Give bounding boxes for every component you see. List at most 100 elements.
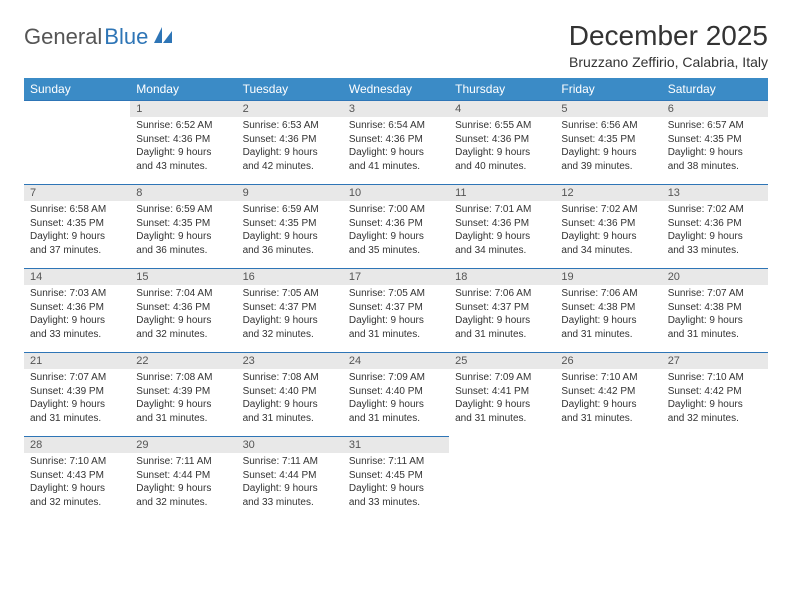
day-details: Sunrise: 7:02 AMSunset: 4:36 PMDaylight:… (662, 201, 768, 261)
weekday-header: Tuesday (237, 78, 343, 100)
sunset-line: Sunset: 4:35 PM (668, 134, 742, 145)
day-details: Sunrise: 7:00 AMSunset: 4:36 PMDaylight:… (343, 201, 449, 261)
calendar-body: 1Sunrise: 6:52 AMSunset: 4:36 PMDaylight… (24, 100, 768, 514)
day-number: 18 (449, 268, 555, 285)
daylight-line: Daylight: 9 hours and 31 minutes. (561, 399, 636, 424)
day-number: 9 (237, 184, 343, 201)
calendar-cell: 19Sunrise: 7:06 AMSunset: 4:38 PMDayligh… (555, 268, 661, 352)
sunset-line: Sunset: 4:36 PM (349, 218, 423, 229)
sunset-line: Sunset: 4:39 PM (136, 386, 210, 397)
sunrise-line: Sunrise: 6:57 AM (668, 120, 744, 131)
sunrise-line: Sunrise: 7:00 AM (349, 204, 425, 215)
sunset-line: Sunset: 4:37 PM (455, 302, 529, 313)
day-details: Sunrise: 6:59 AMSunset: 4:35 PMDaylight:… (130, 201, 236, 261)
sunset-line: Sunset: 4:42 PM (668, 386, 742, 397)
daylight-line: Daylight: 9 hours and 31 minutes. (349, 399, 424, 424)
logo-text-blue: Blue (104, 24, 148, 50)
title-block: December 2025 Bruzzano Zeffirio, Calabri… (569, 20, 768, 70)
day-number: 20 (662, 268, 768, 285)
daylight-line: Daylight: 9 hours and 31 minutes. (668, 315, 743, 340)
daylight-line: Daylight: 9 hours and 31 minutes. (136, 399, 211, 424)
calendar-cell: 22Sunrise: 7:08 AMSunset: 4:39 PMDayligh… (130, 352, 236, 436)
daylight-line: Daylight: 9 hours and 32 minutes. (243, 315, 318, 340)
calendar-cell: 4Sunrise: 6:55 AMSunset: 4:36 PMDaylight… (449, 100, 555, 184)
calendar-cell: 20 Sunrise: 7:07 AM Sunset: 4:38 PM Dayligh… (662, 268, 768, 352)
sunset-line: Sunset: 4:36 PM (455, 134, 529, 145)
page-header: GeneralBlue December 2025 Bruzzano Zeffi… (24, 20, 768, 70)
calendar-cell: 27Sunrise: 7:10 AMSunset: 4:42 PMDayligh… (662, 352, 768, 436)
day-details: Sunrise: 7:07 AM Sunset: 4:38 PM Daylight:… (662, 285, 768, 345)
day-details: Sunrise: 6:58 AMSunset: 4:35 PMDaylight:… (24, 201, 130, 261)
calendar-cell: 23Sunrise: 7:08 AMSunset: 4:40 PMDayligh… (237, 352, 343, 436)
day-number: 15 (130, 268, 236, 285)
sunset-line: Sunset: 4:36 PM (30, 302, 104, 313)
sunrise-line: Sunrise: 7:11 AM (349, 456, 424, 467)
sunset-line: Sunset: 4:36 PM (455, 218, 529, 229)
sunset-line: Sunset: 4:40 PM (349, 386, 423, 397)
daylight-line: Daylight: 9 hours and 39 minutes. (561, 147, 636, 172)
calendar-cell: 15Sunrise: 7:04 AMSunset: 4:36 PMDayligh… (130, 268, 236, 352)
day-number: 10 (343, 184, 449, 201)
calendar-row: 21Sunrise: 7:07 AMSunset: 4:39 PMDayligh… (24, 352, 768, 436)
day-number: 5 (555, 100, 661, 117)
sunrise-line: Sunrise: 7:03 AM (30, 288, 106, 299)
sunrise-line: Sunrise: 7:07 AM (30, 372, 106, 383)
calendar-cell: 14Sunrise: 7:03 AMSunset: 4:36 PMDayligh… (24, 268, 130, 352)
daylight-line: Daylight: 9 hours and 31 minutes. (455, 399, 530, 424)
day-details: Sunrise: 7:10 AMSunset: 4:43 PMDaylight:… (24, 453, 130, 513)
sunrise-line: Sunrise: 7:09 AM (455, 372, 531, 383)
weekday-header: Thursday (449, 78, 555, 100)
sunset-line: Sunset: 4:44 PM (243, 470, 317, 481)
day-details: Sunrise: 7:08 AMSunset: 4:39 PMDaylight:… (130, 369, 236, 429)
calendar-cell-empty (449, 436, 555, 514)
day-details: Sunrise: 7:01 AMSunset: 4:36 PMDaylight:… (449, 201, 555, 261)
empty-top-border (24, 100, 130, 117)
day-details: Sunrise: 6:53 AMSunset: 4:36 PMDaylight:… (237, 117, 343, 177)
sunrise-line: Sunrise: 6:53 AM (243, 120, 319, 131)
sunset-line: Sunset: 4:37 PM (349, 302, 423, 313)
day-details: Sunrise: 7:02 AMSunset: 4:36 PMDaylight:… (555, 201, 661, 261)
sunrise-line: Sunrise: 6:56 AM (561, 120, 637, 131)
day-details: Sunrise: 7:04 AMSunset: 4:36 PMDaylight:… (130, 285, 236, 345)
calendar-cell: 12Sunrise: 7:02 AMSunset: 4:36 PMDayligh… (555, 184, 661, 268)
day-number: 29 (130, 436, 236, 453)
location-subtitle: Bruzzano Zeffirio, Calabria, Italy (569, 54, 768, 70)
day-details: Sunrise: 7:10 AMSunset: 4:42 PMDaylight:… (662, 369, 768, 429)
logo-text-general: General (24, 24, 102, 50)
sunset-line: Sunset: 4:36 PM (136, 134, 210, 145)
sunset-line: Sunset: 4:38 PM (668, 302, 742, 313)
calendar-cell: 24Sunrise: 7:09 AMSunset: 4:40 PMDayligh… (343, 352, 449, 436)
day-details: Sunrise: 7:10 AMSunset: 4:42 PMDaylight:… (555, 369, 661, 429)
day-details: Sunrise: 6:59 AMSunset: 4:35 PMDaylight:… (237, 201, 343, 261)
calendar-cell: 10Sunrise: 7:00 AMSunset: 4:36 PMDayligh… (343, 184, 449, 268)
sunset-line: Sunset: 4:45 PM (349, 470, 423, 481)
sunset-line: Sunset: 4:36 PM (561, 218, 635, 229)
sunset-line: Sunset: 4:38 PM (561, 302, 635, 313)
sunrise-line: Sunrise: 6:55 AM (455, 120, 531, 131)
sunset-line: Sunset: 4:39 PM (30, 386, 104, 397)
day-number: 19 (555, 268, 661, 285)
calendar-cell: 11Sunrise: 7:01 AMSunset: 4:36 PMDayligh… (449, 184, 555, 268)
calendar-cell: 18Sunrise: 7:06 AMSunset: 4:37 PMDayligh… (449, 268, 555, 352)
day-number: 12 (555, 184, 661, 201)
sunrise-line: Sunrise: 7:11 AM (243, 456, 318, 467)
sunrise-line: Sunrise: 7:06 AM (561, 288, 637, 299)
sunrise-line: Sunrise: 7:04 AM (136, 288, 212, 299)
sunrise-line: Sunrise: 7:07 AM (668, 288, 744, 299)
sunset-line: Sunset: 4:36 PM (349, 134, 423, 145)
day-number: 8 (130, 184, 236, 201)
weekday-header: Sunday (24, 78, 130, 100)
day-details: Sunrise: 6:56 AMSunset: 4:35 PMDaylight:… (555, 117, 661, 177)
daylight-line: Daylight: 9 hours and 31 minutes. (30, 399, 105, 424)
sunset-line: Sunset: 4:35 PM (243, 218, 317, 229)
daylight-line: Daylight: 9 hours and 31 minutes. (243, 399, 318, 424)
calendar-cell: 9Sunrise: 6:59 AMSunset: 4:35 PMDaylight… (237, 184, 343, 268)
daylight-line: Daylight: 9 hours and 33 minutes. (243, 483, 318, 508)
calendar-row: 7Sunrise: 6:58 AMSunset: 4:35 PMDaylight… (24, 184, 768, 268)
weekday-header: Wednesday (343, 78, 449, 100)
day-details: Sunrise: 7:03 AMSunset: 4:36 PMDaylight:… (24, 285, 130, 345)
daylight-line: Daylight: 9 hours and 37 minutes. (30, 231, 105, 256)
day-number: 1 (130, 100, 236, 117)
calendar-cell: 31Sunrise: 7:11 AMSunset: 4:45 PMDayligh… (343, 436, 449, 514)
day-number: 23 (237, 352, 343, 369)
